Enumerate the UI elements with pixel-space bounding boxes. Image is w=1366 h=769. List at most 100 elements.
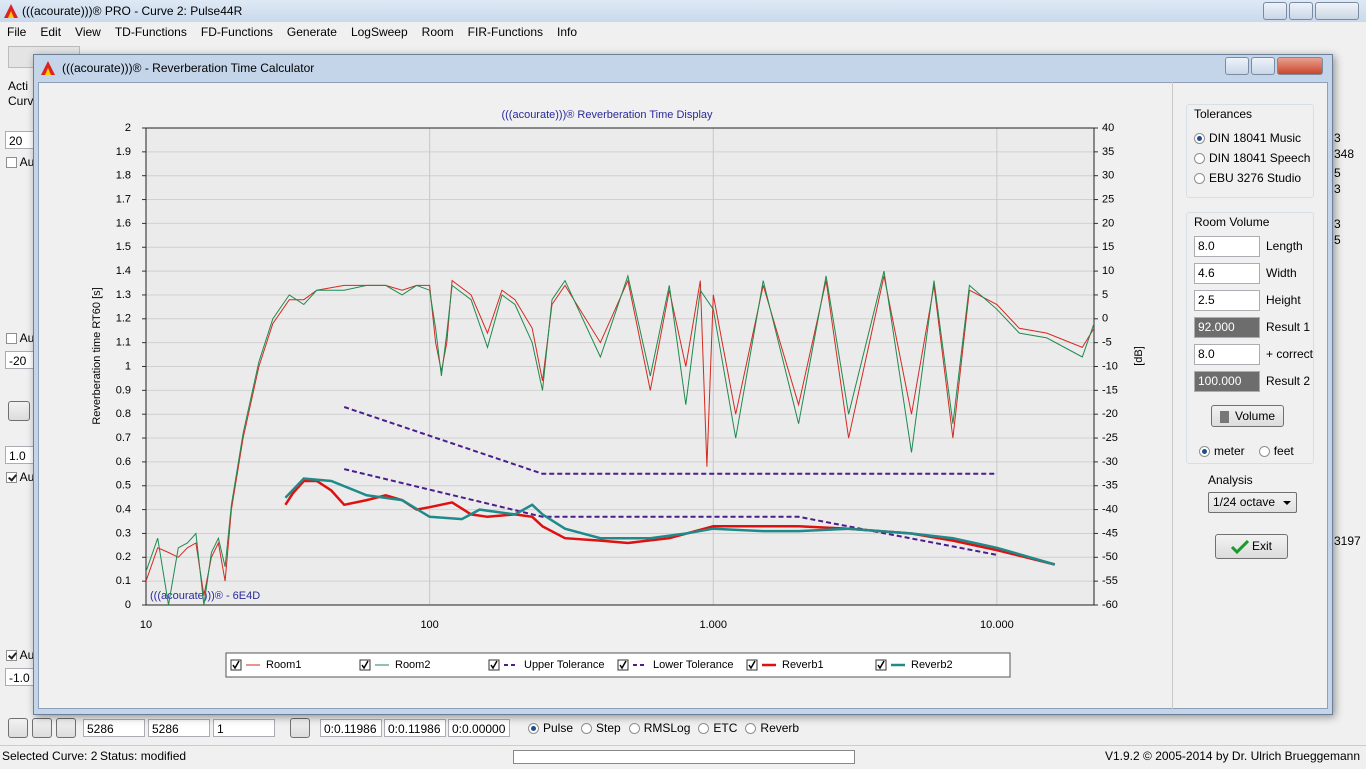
x-tick-label: 10.000 (980, 619, 1014, 631)
minimize-button[interactable] (1225, 57, 1249, 75)
menu-item[interactable]: TD-Functions (114, 25, 187, 39)
checkbox-row[interactable]: Au (6, 648, 34, 662)
radio-row[interactable]: Step (581, 721, 621, 735)
menu-item[interactable]: Edit (40, 25, 62, 39)
separator (1172, 82, 1173, 709)
y-tick-label: 1.8 (116, 170, 131, 182)
menu-item[interactable]: View (75, 25, 101, 39)
radio-row[interactable]: feet (1258, 444, 1294, 458)
series-line (343, 468, 998, 556)
radio-button[interactable] (628, 723, 640, 735)
radio-button[interactable] (1194, 173, 1205, 185)
menu-bar: File Edit View TD-Functions FD-Functions Gene… (0, 22, 1366, 42)
minimize-button[interactable] (1263, 2, 1287, 20)
y-tick-label: 1.9 (116, 146, 131, 158)
field-label: + correct (1266, 347, 1314, 361)
radio-row[interactable]: ETC (698, 721, 737, 735)
radio-button[interactable] (1258, 446, 1270, 458)
room-volume-group: Room Volume (1186, 212, 1314, 464)
y2-tick-label: -35 (1102, 480, 1118, 492)
checkbox[interactable] (6, 333, 17, 345)
menu-item[interactable]: LogSweep (350, 25, 408, 39)
text-field[interactable]: 0:0.00000 (448, 719, 510, 737)
text-field[interactable]: 0:0.11986 (320, 719, 382, 737)
maximize-button[interactable] (1289, 2, 1313, 20)
menu-item[interactable]: FIR-Functions (467, 25, 544, 39)
field-label: Result 1 (1266, 320, 1311, 334)
dropdown-value: 1/24 octave (1213, 495, 1276, 509)
radio-row[interactable]: DIN 18041 Speech (1194, 151, 1310, 171)
radio-button[interactable] (1194, 153, 1205, 165)
radio-row[interactable]: DIN 18041 Music (1194, 131, 1310, 151)
radio-row[interactable]: EBU 3276 Studio (1194, 171, 1310, 191)
radio-row[interactable]: Pulse (528, 721, 573, 735)
text-field[interactable]: 1 (213, 719, 275, 737)
radio-button[interactable] (698, 723, 710, 735)
y-tick-label: 1.6 (116, 217, 131, 229)
radio-row[interactable]: meter (1199, 444, 1245, 458)
x-tick-label: 100 (420, 619, 438, 631)
series-line (343, 406, 997, 475)
checkbox[interactable] (6, 650, 17, 662)
text-field[interactable]: 5286 (148, 719, 210, 737)
checkbox-label: Au (19, 648, 35, 662)
text-field[interactable]: -20 (5, 351, 35, 369)
zoom-out-button[interactable] (32, 718, 52, 738)
checkbox-label: Au (19, 155, 35, 169)
close-button[interactable] (1277, 57, 1323, 75)
maximize-button[interactable] (1251, 57, 1275, 75)
y2-tick-label: -25 (1102, 432, 1118, 444)
text-field[interactable]: -1.0 (5, 668, 35, 686)
legend-label: Reverb2 (911, 659, 953, 671)
text-field[interactable]: 0:0.11986 (384, 719, 446, 737)
y-tick-label: 1 (125, 360, 131, 372)
y-tick-label: 0.8 (116, 408, 131, 420)
text-field[interactable]: 8.0 (1194, 344, 1260, 365)
radio-label: Step (596, 721, 621, 735)
zoom-button[interactable] (8, 401, 30, 421)
close-button[interactable] (1315, 2, 1359, 20)
radio-button[interactable] (528, 723, 539, 735)
checkbox-row[interactable]: Au (6, 155, 34, 169)
menu-item[interactable]: File (7, 25, 27, 39)
text-field[interactable]: 8.0 (1194, 236, 1260, 257)
radio-label: RMSLog (643, 721, 691, 735)
text-field[interactable]: 5286 (83, 719, 145, 737)
radio-button[interactable] (581, 723, 593, 735)
y2-tick-label: -60 (1102, 599, 1118, 611)
text-field[interactable]: 2.5 (1194, 290, 1260, 311)
radio-row[interactable]: RMSLog (628, 721, 691, 735)
zoom-in-button[interactable] (8, 718, 28, 738)
x-tick-label: 1.000 (699, 619, 727, 631)
checkbox-row[interactable]: Au (6, 470, 34, 484)
menu-item[interactable]: FD-Functions (200, 25, 273, 39)
partial-text: 3 (1334, 131, 1341, 145)
unit-options: meter feet (1199, 444, 1308, 458)
partial-text: 5 (1334, 233, 1341, 247)
timer-button[interactable] (290, 718, 310, 738)
radio-button[interactable] (1199, 446, 1210, 458)
partial-text: 5 (1334, 166, 1341, 180)
exit-button[interactable]: Exit (1215, 534, 1288, 559)
checkbox[interactable] (6, 157, 17, 169)
y2-tick-label: -45 (1102, 527, 1118, 539)
radio-label: meter (1214, 444, 1245, 458)
y2-tick-label: 25 (1102, 193, 1114, 205)
display-type-group: Pulse Step RMSLog ETC Reverb (528, 721, 807, 735)
radio-row[interactable]: Reverb (745, 721, 799, 735)
checkbox[interactable] (6, 472, 17, 484)
checkbox-row[interactable]: Au (6, 331, 34, 345)
volume-button[interactable]: Volume (1211, 405, 1284, 427)
y2-tick-label: -55 (1102, 575, 1118, 587)
target-button[interactable] (56, 718, 76, 738)
menu-item[interactable]: Generate (286, 25, 337, 39)
app-title: (((acourate)))® PRO - Curve 2: Pulse44R (22, 4, 243, 18)
radio-button[interactable] (1194, 133, 1205, 145)
menu-item[interactable]: Info (557, 25, 578, 39)
radio-label: Pulse (543, 721, 574, 735)
menu-item[interactable]: Room (421, 25, 454, 39)
analysis-dropdown[interactable]: 1/24 octave (1208, 492, 1297, 513)
legend-check (619, 660, 627, 670)
radio-button[interactable] (745, 723, 757, 735)
text-field[interactable]: 4.6 (1194, 263, 1260, 284)
